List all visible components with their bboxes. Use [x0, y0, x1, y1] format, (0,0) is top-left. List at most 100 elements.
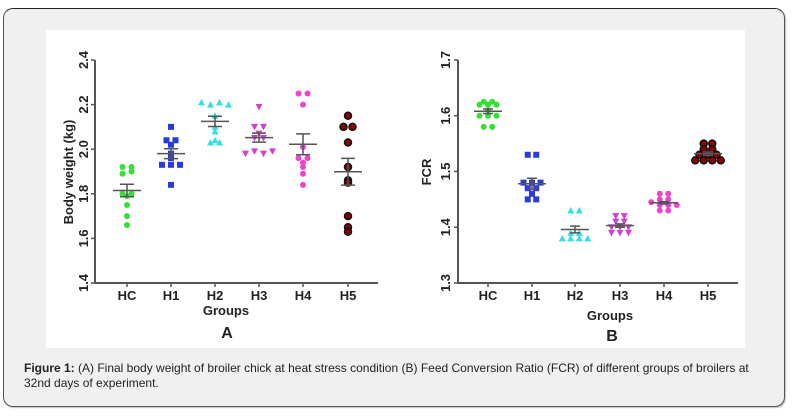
data-point [567, 207, 575, 214]
data-point [343, 138, 353, 147]
data-point [716, 156, 725, 165]
data-point [211, 127, 219, 135]
chart-b-ytick-label: 1.5 [438, 162, 453, 180]
data-point [124, 201, 130, 208]
caption-text: (A) Final body weight of broiler chick a… [24, 361, 749, 390]
data-point [537, 179, 544, 186]
data-point [575, 207, 583, 214]
data-point [567, 234, 575, 242]
data-point [485, 101, 491, 108]
data-point [575, 234, 583, 242]
data-point [533, 185, 540, 192]
data-point [225, 101, 232, 108]
data-point [493, 112, 500, 119]
data-point [168, 181, 174, 188]
data-point [608, 229, 615, 237]
figure-image [46, 30, 745, 348]
data-point [172, 137, 179, 144]
error-bar [703, 151, 713, 157]
caption-label: Figure 1: [24, 361, 75, 375]
data-point [533, 196, 540, 203]
data-point [251, 123, 258, 131]
data-point [304, 155, 311, 162]
error-bar [483, 108, 493, 115]
chart-b-ytick-label: 1.4 [438, 217, 453, 236]
chart-b-xtick-label: H1 [524, 288, 541, 303]
data-point [300, 170, 306, 177]
data-point [620, 218, 628, 226]
error-bar [252, 132, 266, 143]
data-point [128, 168, 135, 175]
chart-b-xtick-label: H5 [700, 288, 717, 303]
error-bar [164, 148, 178, 160]
chart-a-xtick-label: H4 [295, 288, 312, 303]
figure-caption: Figure 1: (A) Final body weight of broil… [24, 361, 774, 391]
chart-b-xlabel: Groups [587, 308, 633, 323]
chart-a-xtick-label: H3 [251, 288, 268, 303]
data-point [520, 179, 527, 186]
data-point [207, 101, 214, 108]
data-point [119, 170, 126, 177]
chart-a-panel-label: A [221, 325, 233, 342]
chart-a-xtick-label: H2 [207, 288, 224, 303]
chart-b-series-h3 [606, 213, 634, 237]
data-point [216, 98, 223, 106]
data-point [168, 161, 174, 168]
chart-b-series-h1 [518, 151, 546, 203]
data-point [665, 207, 672, 214]
data-point [260, 150, 267, 158]
error-bar [296, 133, 310, 156]
error-bar [120, 183, 134, 198]
data-point [242, 150, 249, 158]
data-point [343, 227, 353, 236]
data-point [476, 101, 483, 108]
chart-b-ytick-label: 1.7 [438, 51, 453, 69]
data-point [493, 101, 500, 108]
data-point [295, 90, 302, 97]
chart-a-xtick-label: H5 [340, 288, 357, 303]
data-point [625, 229, 632, 237]
data-point [168, 123, 174, 130]
data-point [656, 190, 663, 197]
error-bar [527, 177, 537, 191]
data-point [480, 98, 487, 105]
error-bar [341, 157, 355, 186]
data-point [159, 161, 165, 168]
data-point [304, 90, 311, 97]
chart-b-series-h4 [648, 190, 680, 214]
data-point [612, 218, 620, 226]
chart-a-xlabel: Groups [203, 303, 249, 318]
data-point [489, 123, 496, 130]
data-point [300, 164, 306, 171]
data-point [269, 148, 276, 155]
chart-a-series-hc [113, 164, 141, 229]
chart-b-xtick-label: H4 [656, 288, 673, 303]
chart-a-ytick-label: 1.8 [76, 185, 91, 203]
chart-b-ylabel: FCR [419, 158, 434, 185]
data-point [128, 190, 135, 197]
chart-b-xtick-label: HC [479, 288, 498, 303]
chart-a-series-h5 [334, 111, 362, 236]
data-point [128, 164, 135, 171]
data-point [480, 123, 487, 130]
data-point [612, 213, 620, 220]
chart-a-series-h4 [289, 90, 317, 188]
data-point [198, 98, 205, 106]
error-bar [208, 115, 222, 128]
data-point [533, 151, 540, 158]
chart-a-ytick-label: 2.4 [76, 50, 91, 69]
data-point [489, 98, 496, 105]
data-point [620, 213, 628, 220]
data-point [558, 234, 566, 242]
data-point [529, 190, 535, 197]
data-point [211, 136, 219, 144]
data-point [708, 156, 717, 165]
chart-b-xtick-label: H2 [567, 288, 584, 303]
chart-a-ylabel: Body weight (kg) [61, 120, 76, 225]
data-point [119, 190, 126, 197]
data-point [524, 196, 531, 203]
data-point [300, 181, 306, 188]
data-point [476, 112, 483, 119]
chart-a-series-h1 [157, 123, 185, 188]
